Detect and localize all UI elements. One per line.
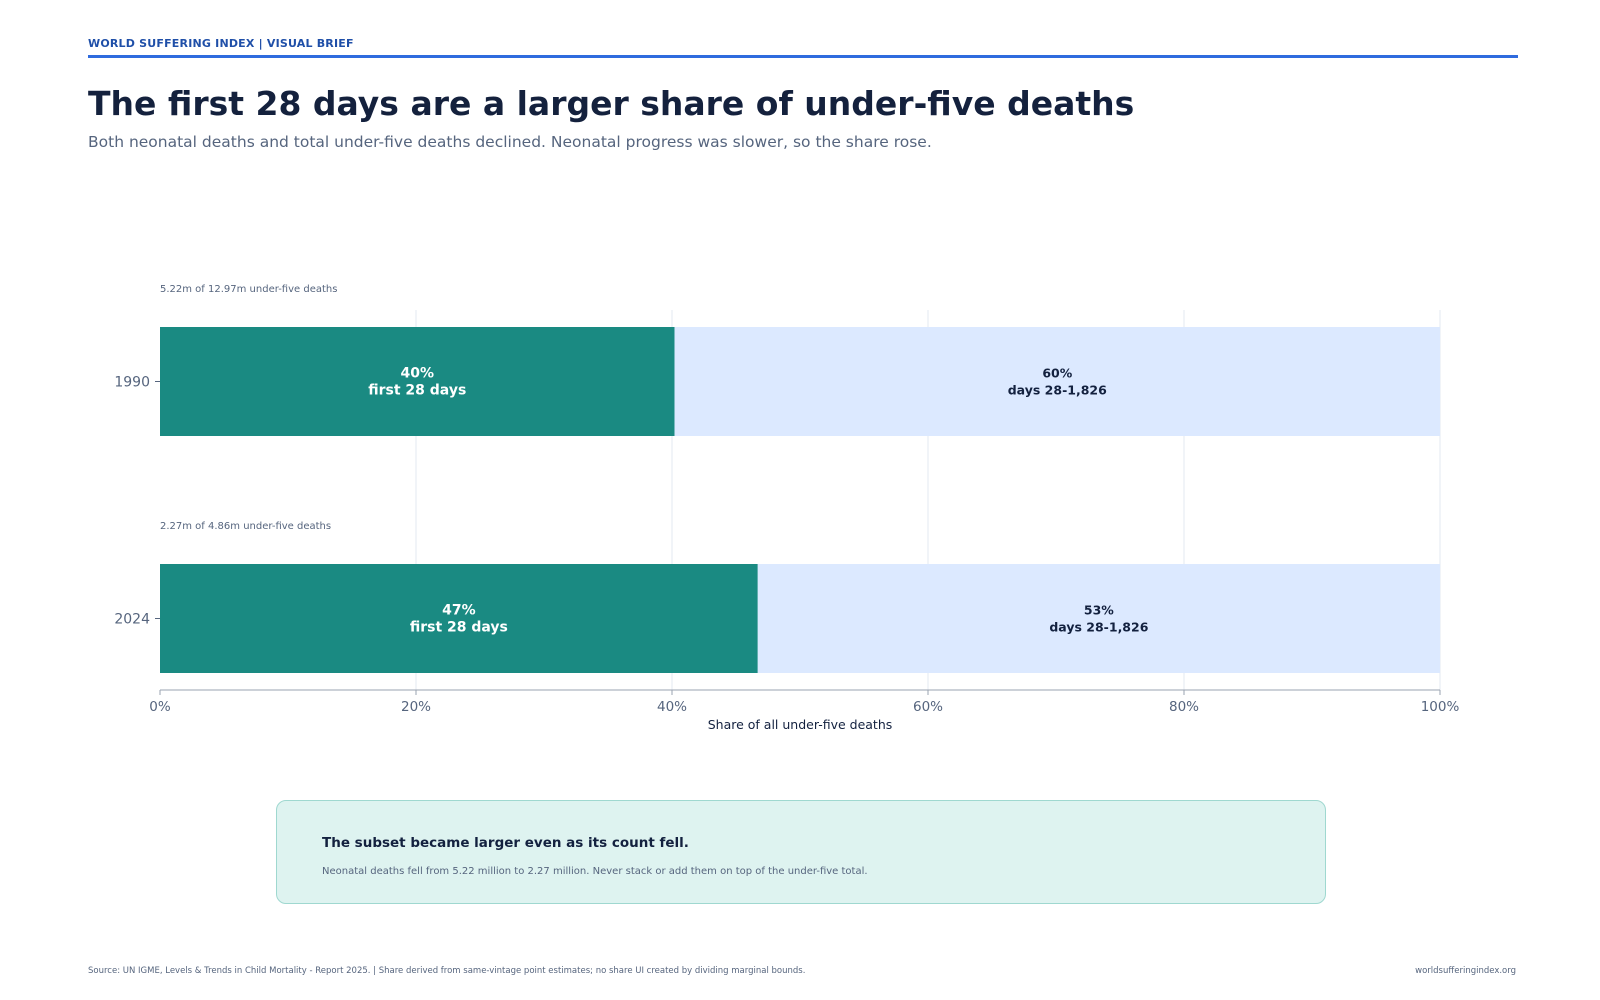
x-tick-label: 0% [149,699,171,715]
source-note: Source: UN IGME, Levels & Trends in Chil… [88,966,806,976]
bar-value-label: 40% [401,366,435,382]
bar-segment [160,564,758,673]
x-axis-label: Share of all under-five deaths [708,717,893,732]
y-tick-label: 2024 [114,612,150,628]
bar-value-label: 53% [1084,603,1114,618]
page-title: The first 28 days are a larger share of … [88,84,1135,123]
page-subtitle: Both neonatal deaths and total under-fiv… [88,133,932,151]
callout-text: Neonatal deaths fell from 5.22 million t… [322,866,868,877]
bar-segment [160,327,675,436]
site-url[interactable]: worldsufferingindex.org [1415,966,1516,976]
bar-annotation: 2.27m of 4.86m under-five deaths [160,521,331,532]
callout-box: The subset became larger even as its cou… [276,800,1326,904]
bar-value-label: 47% [442,603,476,619]
x-tick-label: 40% [657,699,687,715]
x-tick-label: 100% [1421,699,1460,715]
bar-series-label: days 28-1,826 [1008,383,1107,398]
bar-series-label: first 28 days [368,383,466,399]
x-tick-label: 20% [401,699,431,715]
callout-title: The subset became larger even as its cou… [322,835,689,851]
bar-annotation: 5.22m of 12.97m under-five deaths [160,284,337,295]
bar-segment [757,564,1440,673]
x-tick-label: 80% [1169,699,1199,715]
bar-series-label: days 28-1,826 [1049,620,1148,635]
y-tick-label: 1990 [114,375,150,391]
x-tick-label: 60% [913,699,943,715]
bar-segment [674,327,1440,436]
bar-series-label: first 28 days [410,620,508,636]
bar-value-label: 60% [1042,366,1072,381]
header-rule [88,55,1518,58]
kicker: WORLD SUFFERING INDEX | VISUAL BRIEF [88,37,354,50]
